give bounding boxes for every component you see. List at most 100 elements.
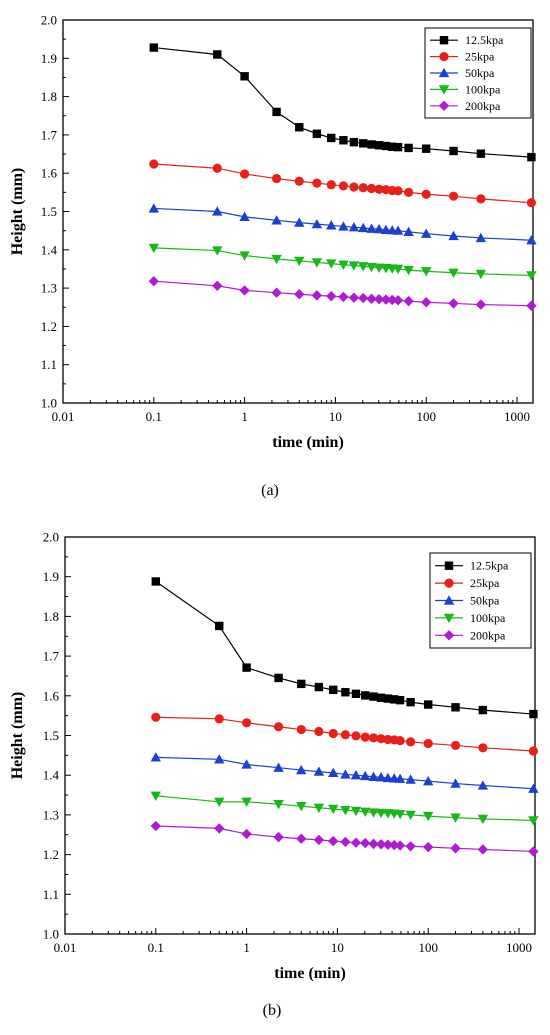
data-point	[326, 220, 337, 230]
x-tick-label: 1000	[504, 409, 530, 424]
data-point	[338, 221, 349, 231]
data-point	[406, 737, 416, 747]
legend-marker	[438, 85, 450, 95]
data-point	[404, 187, 414, 197]
data-point	[358, 222, 369, 233]
y-tick-label: 2.0	[43, 530, 59, 545]
data-point	[422, 144, 431, 153]
data-point	[390, 695, 399, 704]
y-tick-label: 1.9	[41, 51, 57, 66]
data-point	[528, 846, 539, 857]
data-point	[273, 722, 284, 732]
data-point	[272, 107, 281, 117]
data-point	[373, 263, 385, 274]
data-point	[242, 718, 252, 728]
data-point	[240, 169, 250, 179]
data-point	[450, 843, 461, 854]
data-point	[394, 773, 406, 783]
data-point	[526, 235, 537, 245]
data-point	[373, 223, 385, 234]
data-point	[294, 176, 304, 186]
data-point	[273, 831, 284, 843]
data-point	[476, 194, 486, 204]
data-point	[148, 276, 160, 287]
legend-label: 100kpa	[470, 611, 506, 625]
data-point	[477, 780, 489, 790]
data-point	[393, 142, 403, 152]
data-point	[448, 191, 459, 201]
data-point	[421, 228, 432, 238]
data-point	[368, 733, 379, 743]
data-point	[326, 259, 337, 269]
data-point	[328, 804, 339, 815]
legend-marker	[443, 595, 455, 605]
data-point	[360, 837, 371, 849]
data-point	[148, 203, 160, 213]
data-point	[328, 728, 338, 739]
data-point	[350, 837, 362, 848]
y-tick-label: 1.1	[41, 357, 57, 372]
data-point	[394, 809, 406, 820]
series-25kpa	[151, 712, 538, 756]
data-point	[214, 714, 224, 724]
data-point	[477, 814, 489, 825]
series-200kpa	[150, 820, 539, 857]
data-point	[367, 140, 376, 149]
y-tick-label: 1.9	[43, 569, 59, 584]
data-point	[387, 294, 398, 306]
data-point	[214, 823, 225, 834]
data-point	[421, 297, 432, 308]
data-point	[383, 694, 393, 703]
data-point	[450, 778, 461, 788]
data-point	[403, 226, 414, 236]
data-point	[395, 695, 405, 705]
legend-label: 200kpa	[465, 99, 501, 113]
data-point	[528, 816, 539, 826]
data-point	[366, 293, 377, 305]
y-tick-label: 1.1	[43, 887, 59, 902]
chart-panel-b: 1.0 1.1 1.2 1.3 1.4 1.5 1.6 1.7 1.8 1.9 2.0 0.01 0.1…	[9, 530, 539, 1019]
data-point	[274, 673, 283, 683]
data-point	[403, 265, 414, 276]
data-point	[338, 181, 349, 191]
x-tick-label: 0.01	[52, 409, 75, 424]
data-point	[358, 292, 369, 304]
data-point	[294, 256, 305, 267]
data-point	[421, 189, 431, 199]
data-point	[393, 186, 403, 196]
series-50kpa	[148, 203, 537, 245]
data-point	[212, 280, 223, 292]
legend-label: 12.5kpa	[465, 33, 504, 47]
data-point	[311, 290, 323, 301]
data-point	[241, 828, 252, 840]
data-point	[475, 269, 487, 280]
data-point	[241, 797, 252, 807]
data-point	[328, 835, 339, 847]
data-point	[314, 682, 324, 692]
data-point	[448, 230, 459, 241]
data-point	[338, 260, 349, 270]
x-tick-label: 100	[416, 409, 436, 424]
data-point	[149, 43, 159, 52]
data-point	[375, 808, 387, 819]
series-line	[153, 207, 532, 241]
data-point	[351, 689, 361, 699]
data-point	[149, 159, 159, 169]
data-point	[361, 691, 370, 700]
data-point	[368, 838, 379, 850]
data-point	[475, 299, 487, 310]
data-point	[527, 152, 536, 162]
y-tick-label: 1.0	[41, 396, 57, 411]
series-100kpa	[148, 243, 537, 281]
data-point	[366, 223, 377, 233]
data-point	[240, 72, 249, 81]
y-tick-label: 1.4	[41, 242, 58, 257]
data-point	[526, 198, 536, 208]
data-point	[476, 149, 486, 158]
data-point	[312, 178, 322, 188]
data-point	[313, 803, 325, 813]
series-100kpa	[150, 791, 539, 826]
y-axis-title: Height (mm)	[9, 168, 26, 256]
data-point	[374, 141, 384, 150]
